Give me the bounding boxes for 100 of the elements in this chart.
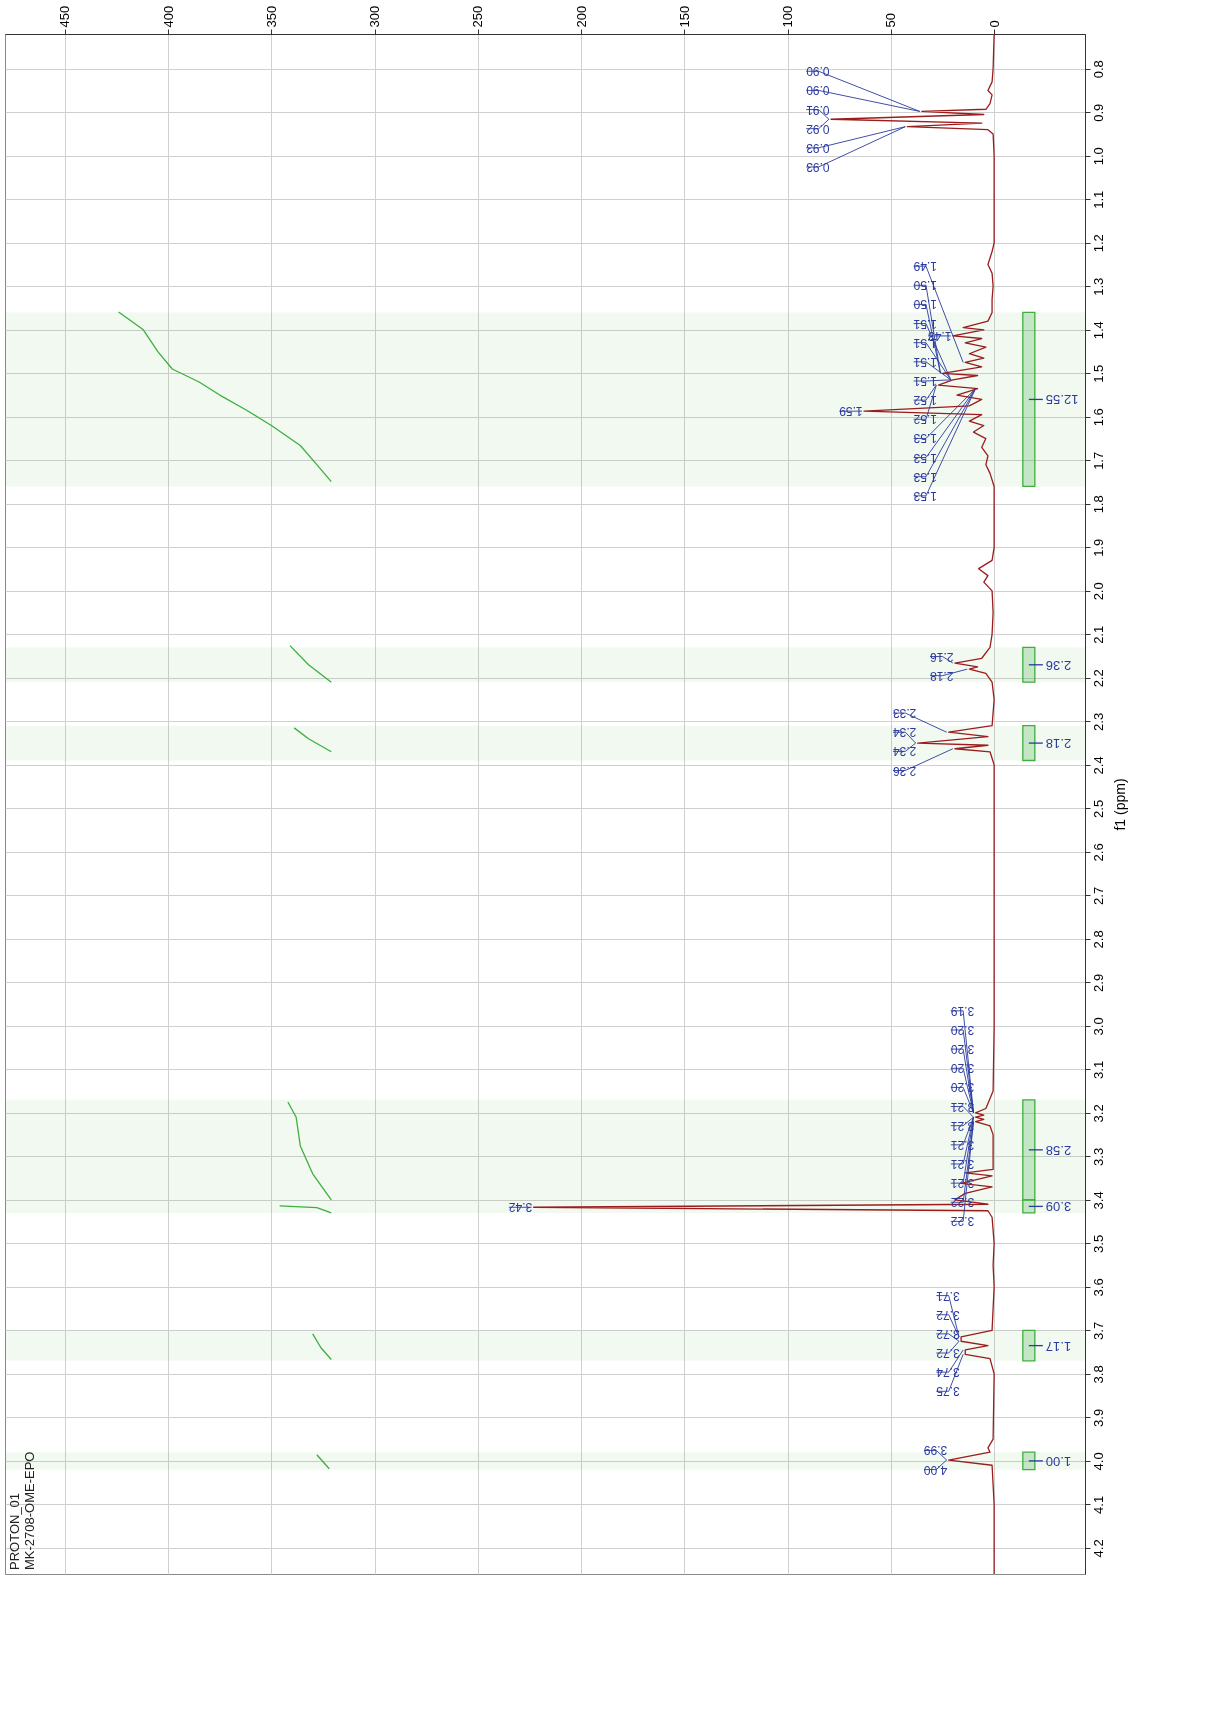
annotation: 0.91 — [805, 102, 830, 117]
y-tick-label: 1.3 — [1090, 277, 1106, 296]
y-tick-label: 2.0 — [1090, 582, 1106, 601]
band-label: 2.36 — [1045, 657, 1072, 673]
y-tick-label: 3.3 — [1090, 1147, 1106, 1166]
annotation: 1.52 — [913, 393, 937, 408]
annotation: 3.71 — [936, 1288, 960, 1303]
annotation: 3.19 — [950, 1003, 975, 1018]
annotation: 1.50 — [913, 278, 937, 293]
y-tick-label: 0.8 — [1090, 60, 1106, 79]
band-label: 2.58 — [1045, 1142, 1072, 1158]
annotation: 3.72 — [936, 1307, 960, 1322]
annotation: 1.53 — [913, 431, 937, 446]
annotation: 3.20 — [950, 1023, 975, 1037]
annotation: 0.93 — [805, 140, 830, 155]
annotation: 1.59 — [838, 404, 863, 419]
annotation: 2.16 — [929, 649, 954, 664]
annotation: 0.90 — [805, 83, 830, 98]
annotation: 3.75 — [936, 1384, 960, 1399]
y-tick-label: 0.9 — [1090, 103, 1106, 122]
annotation: 1.43 — [927, 328, 952, 343]
line-series — [117, 311, 332, 483]
annotation: 3.20 — [950, 1042, 975, 1057]
y-tick-label: 3.4 — [1090, 1191, 1106, 1210]
line-series — [287, 1101, 332, 1201]
annotation: 1.50 — [913, 297, 937, 312]
y-tick-label: 1.1 — [1090, 190, 1106, 209]
y-tick-label: 1.9 — [1090, 538, 1106, 557]
y-tick-label: 2.8 — [1090, 930, 1106, 949]
x-tick-label: 400 — [160, 5, 176, 28]
annotation: 3.21 — [950, 1176, 975, 1191]
y-tick-label: 1.4 — [1090, 321, 1106, 340]
annotation: 1.53 — [913, 450, 937, 465]
y-tick-label: 4.0 — [1090, 1452, 1106, 1471]
annotation: 3.72 — [936, 1346, 960, 1361]
annotation: 2.34 — [892, 744, 917, 759]
annotation: 1.49 — [913, 259, 937, 274]
annotation: 1.52 — [913, 412, 937, 427]
y-tick-label: 3.2 — [1090, 1104, 1106, 1123]
y-tick-label: 1.5 — [1090, 364, 1106, 383]
annotation: 2.18 — [929, 668, 954, 683]
y-tick-label: 2.6 — [1090, 843, 1106, 862]
annotation: 3.42 — [508, 1200, 533, 1215]
y-tick-label: 3.5 — [1090, 1234, 1106, 1253]
y-tick-label: 2.1 — [1090, 625, 1106, 644]
band-label: 12.55 — [1045, 392, 1079, 408]
annotation: 0.93 — [805, 159, 830, 174]
x-tick-label: 350 — [263, 5, 279, 28]
annotation: MK-2708-OME-EPO — [22, 1451, 37, 1570]
annotation: 3.21 — [950, 1137, 975, 1152]
annotation: 1.53 — [913, 488, 937, 503]
band-label: 1.00 — [1045, 1453, 1072, 1469]
y-tick-label: 1.8 — [1090, 495, 1106, 514]
y-tick-label: 3.9 — [1090, 1408, 1106, 1427]
annotation: 4.00 — [923, 1462, 948, 1477]
annotation: PROTON_01 — [7, 1492, 22, 1570]
annotation: 2.34 — [892, 725, 917, 740]
annotation: 3.99 — [923, 1443, 948, 1458]
y-tick-label: 3.0 — [1090, 1017, 1106, 1036]
annotation: 0.90 — [805, 64, 830, 79]
annotation: 1.51 — [913, 316, 937, 331]
y-tick-label: 3.6 — [1090, 1278, 1106, 1297]
annotation: 0.92 — [805, 121, 830, 136]
y-tick-label: 1.0 — [1090, 147, 1106, 166]
annotation: 1.53 — [913, 469, 937, 484]
line-series — [532, 33, 995, 1575]
x-tick-label: 250 — [470, 5, 486, 28]
y-tick-label: 2.2 — [1090, 669, 1106, 688]
y-tick-label: 1.7 — [1090, 451, 1106, 470]
annotation: 3.21 — [950, 1156, 975, 1171]
x-tick-label: 100 — [780, 5, 796, 28]
band-label: 1.17 — [1045, 1338, 1072, 1354]
x-tick-label: 0 — [986, 20, 1002, 28]
annotation: 2.36 — [892, 763, 917, 778]
y-tick-label: 3.8 — [1090, 1365, 1106, 1384]
y-tick-label: 1.6 — [1090, 408, 1106, 427]
y-tick-label: 2.7 — [1090, 886, 1106, 905]
y-tick-label: 3.1 — [1090, 1060, 1106, 1079]
x-tick-label: 450 — [57, 5, 73, 28]
y-tick-label: 2.3 — [1090, 712, 1106, 731]
annotation: 3.22 — [950, 1195, 975, 1210]
x-tick-label: 50 — [883, 13, 899, 28]
y-tick-label: 3.7 — [1090, 1321, 1106, 1340]
x-tick-label: 300 — [367, 5, 383, 28]
annotation: 1.51 — [913, 354, 937, 369]
annotation: 1.51 — [913, 373, 937, 388]
y-tick-label: 2.4 — [1090, 756, 1106, 775]
x-tick-label: 200 — [573, 5, 589, 28]
y-axis-title: f1 (ppm) — [1111, 778, 1128, 831]
x-tick-label: 150 — [676, 5, 692, 28]
annotation: 2.33 — [892, 706, 917, 721]
annotation: 3.72 — [936, 1326, 960, 1341]
band-label: 2.18 — [1045, 736, 1072, 752]
annotation: 3.20 — [950, 1061, 975, 1076]
y-tick-label: 4.1 — [1090, 1495, 1106, 1514]
y-tick-label: 2.9 — [1090, 973, 1106, 992]
annotation: 3.74 — [936, 1365, 960, 1380]
y-tick-label: 1.2 — [1090, 234, 1106, 253]
band-label: 3.09 — [1045, 1199, 1072, 1215]
annotation: 3.22 — [950, 1214, 975, 1229]
